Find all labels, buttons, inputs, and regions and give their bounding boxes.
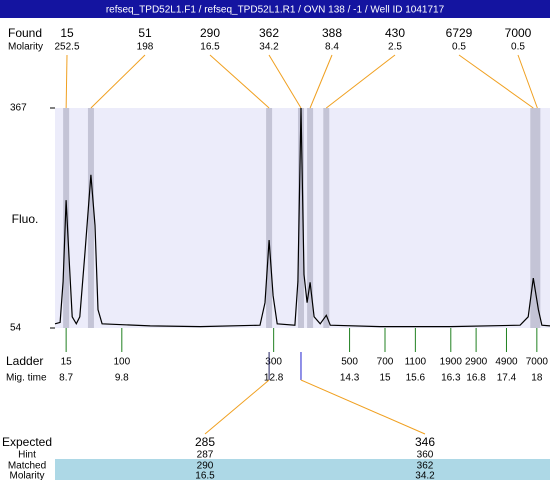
expected-label: Expected [2,435,52,449]
found-size: 6729 [446,26,473,40]
ladder-size: 15 [61,357,73,368]
ladder-size: 1100 [405,357,427,368]
matched-label: Matched [8,461,46,472]
peak-band [63,108,70,328]
found-molarity: 2.5 [388,42,402,53]
mig-time: 14.3 [340,373,360,384]
ladder-size: 100 [113,357,130,368]
ladder-size: 4900 [495,357,518,368]
mig-time: 18 [531,373,543,384]
found-molarity: 34.2 [259,42,279,53]
found-molarity: 198 [137,42,154,53]
found-molarity: 8.4 [325,42,339,53]
mig-time: 8.7 [59,373,73,384]
peak-band [530,108,537,328]
peak-connector [458,54,534,109]
found-molarity: 16.5 [200,42,220,53]
trace [54,107,550,328]
hint-label: Hint [18,450,36,461]
title: refseq_TPD52L1.F1 / refseq_TPD52L1.R1 / … [106,5,445,16]
peak-connector [517,54,538,109]
ladder-size: 1900 [440,357,463,368]
found-size: 430 [385,26,405,40]
molarity-label: Molarity [9,471,44,480]
found-size: 15 [60,26,74,40]
expected-connector [204,379,270,435]
mig-time: 15 [379,373,391,384]
expected-connector [300,379,426,435]
mig-time: 12.8 [264,373,284,384]
found-size: 51 [138,26,152,40]
peak-connector [90,54,146,109]
found-molarity: 0.5 [452,42,466,53]
expected-molarity: 16.5 [195,471,215,480]
found-size: 7000 [505,26,532,40]
ladder-size: 2900 [465,357,488,368]
expected-hint: 360 [417,450,434,461]
peak-band [307,108,314,328]
peak-connector [65,54,68,109]
mig-time-label: Mig. time [6,373,47,384]
expected-molarity: 34.2 [415,471,435,480]
found-label: Found [8,26,42,40]
found-size: 290 [200,26,220,40]
peak-band [87,108,94,328]
mig-time: 17.4 [497,373,517,384]
found-molarity: 0.5 [511,42,525,53]
expected-matched: 362 [417,461,434,472]
expected-size: 285 [195,435,215,449]
peak-band [323,108,330,328]
mig-time: 15.6 [406,373,426,384]
mig-time: 9.8 [115,373,129,384]
found-molarity: 252.5 [54,42,79,53]
expected-hint: 287 [197,450,214,461]
ladder-size: 7000 [526,357,549,368]
found-molarity-label: Molarity [8,42,43,53]
expected-size: 346 [415,435,435,449]
mig-time: 16.3 [441,373,461,384]
y-label: Fluo. [12,212,39,226]
matched-band [55,459,550,480]
mig-time: 16.8 [466,373,486,384]
peak-band [534,108,541,328]
ladder-label: Ladder [6,354,43,368]
peak-band [297,108,304,328]
ladder-size: 300 [265,357,282,368]
peak-connector [209,54,270,109]
peak-band [266,108,273,328]
peak-connector [309,54,333,109]
ladder-size: 500 [341,357,358,368]
expected-matched: 290 [197,461,214,472]
title-bar [0,0,550,18]
peak-connector [325,54,396,109]
found-size: 388 [322,26,342,40]
ladder-size: 700 [377,357,394,368]
y-tick-label: 367 [10,103,27,114]
found-size: 362 [259,26,279,40]
peak-connector [268,54,302,109]
y-tick-label: 54 [10,323,22,334]
